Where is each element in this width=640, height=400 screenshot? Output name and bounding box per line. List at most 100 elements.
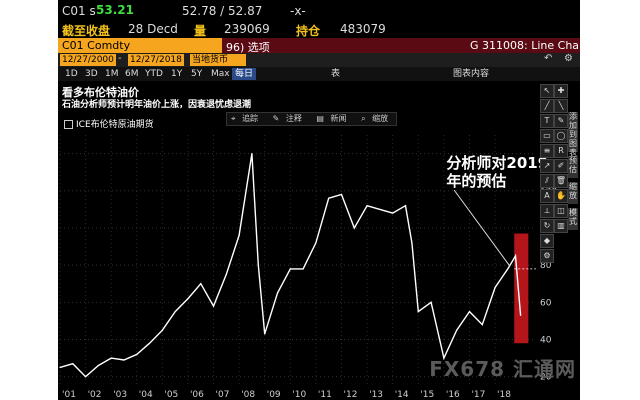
fib-icon[interactable]: ≡	[540, 144, 554, 158]
arrow-icon[interactable]: ↗	[540, 159, 554, 173]
legend-checkbox[interactable]	[64, 120, 73, 129]
data-point	[411, 242, 413, 244]
data-point	[289, 268, 291, 270]
chart-toolbar: ⌖ 追踪 ✎ 注释 ▤ 新闻 ⌕ 缩放	[226, 112, 398, 126]
window-label: G 311008: Line Chart	[470, 39, 580, 52]
annotate-tool[interactable]: ✎ 注释	[269, 114, 310, 123]
period-3d[interactable]: 3D	[85, 69, 98, 79]
tab-mode[interactable]: 模式	[568, 208, 578, 230]
ellipse-icon[interactable]: ◯	[554, 129, 568, 143]
period-max[interactable]: Max	[211, 69, 230, 79]
label-icon[interactable]: A	[540, 189, 554, 203]
eraser-icon[interactable]: ◫	[554, 204, 568, 218]
period-row: 1D 3D 1M 6M YTD 1Y 5Y Max 每日 表 图表内容	[58, 67, 580, 81]
x-tick-label: '17	[471, 390, 485, 400]
data-point	[468, 311, 471, 313]
data-point	[212, 305, 215, 307]
period-1d[interactable]: 1D	[65, 69, 78, 79]
line-tool-icon[interactable]: ╱	[540, 99, 554, 113]
refresh-icon[interactable]: ↻	[540, 219, 554, 233]
data-point	[84, 376, 87, 378]
watermark: FX678 汇通网	[429, 357, 576, 381]
y-tick-label: 40	[540, 336, 552, 346]
track-tool[interactable]: ⌖ 追踪	[227, 114, 266, 123]
period-daily[interactable]: 每日	[232, 68, 257, 80]
measure-icon[interactable]: ⟂	[540, 204, 554, 218]
open-interest-value: 483079	[340, 22, 386, 36]
price-chart: 20406080100120140'01'02'03'04'05'06'07'0…	[59, 135, 557, 400]
crosshair-icon[interactable]: ✚	[554, 84, 568, 98]
news-tool[interactable]: ▤ 新闻	[312, 114, 354, 123]
x-tick-label: '01	[62, 390, 76, 400]
options-menu[interactable]: 96) 选项	[226, 39, 270, 55]
data-point	[123, 359, 125, 361]
period-5y[interactable]: 5Y	[191, 69, 203, 79]
pen-icon[interactable]: ✐	[554, 159, 568, 173]
annotation-text: 分析师对2019	[446, 154, 548, 172]
bid-ask: 52.78 / 52.87	[182, 4, 263, 18]
period-6m[interactable]: 6M	[125, 69, 139, 79]
cursor-icon[interactable]: ↖	[540, 84, 554, 98]
end-date-field[interactable]: 12/27/2018	[128, 54, 184, 66]
options-label: 选项	[247, 41, 270, 54]
tab-estimate[interactable]: 预估	[568, 156, 578, 178]
x-tick-label: '02	[88, 390, 102, 400]
data-point	[340, 193, 343, 196]
text-tool-icon[interactable]: T	[540, 114, 554, 128]
pencil-icon[interactable]: ✎	[554, 114, 568, 128]
x-tick-label: '15	[420, 390, 434, 400]
start-date-field[interactable]: 12/27/2000	[60, 54, 116, 66]
data-point	[507, 268, 509, 270]
change-indicator: -x-	[290, 4, 306, 18]
data-point	[225, 273, 227, 276]
data-point	[200, 283, 202, 285]
data-point	[59, 366, 61, 369]
r-icon[interactable]: R	[554, 144, 568, 158]
close-label: 截至收盘	[62, 24, 111, 38]
gear-icon[interactable]: ⚙	[540, 249, 554, 263]
x-tick-label: '10	[292, 390, 306, 400]
data-point	[366, 205, 368, 207]
last-price: 53.21	[96, 3, 134, 17]
zoom-tool[interactable]: ⌕ 缩放	[357, 114, 396, 123]
data-point	[315, 242, 317, 244]
currency-field[interactable]: 当地货币	[190, 54, 246, 66]
undo-icon[interactable]: ↶	[544, 53, 553, 64]
data-point	[97, 364, 99, 367]
tab-add-to-chart[interactable]: 添加到图表	[568, 112, 578, 157]
delete-icon[interactable]: 🗑	[554, 174, 568, 188]
channel-icon[interactable]: ⫽	[540, 174, 554, 188]
rectangle-icon[interactable]: ▭	[540, 129, 554, 143]
trend-tool-icon[interactable]: ╲	[554, 99, 568, 113]
chart-content-button[interactable]: 图表内容	[453, 69, 490, 79]
y-tick-label: 80	[540, 261, 552, 271]
brush-icon[interactable]: ▥	[554, 219, 568, 233]
estimate-box	[514, 233, 529, 344]
data-point	[257, 264, 259, 266]
color-icon[interactable]: ◆	[540, 234, 554, 248]
period-1y[interactable]: 1Y	[171, 69, 183, 79]
data-point	[520, 314, 522, 316]
data-point	[238, 234, 240, 236]
data-point	[187, 298, 189, 300]
volume-label: 量	[194, 24, 207, 38]
chart-title: 看多布伦特油价	[62, 86, 139, 99]
x-tick-label: '13	[369, 390, 383, 400]
tab-zoom[interactable]: 缩放	[568, 182, 578, 204]
x-tick-label: '04	[139, 390, 153, 400]
security-field[interactable]: C01 Comdty	[58, 38, 222, 53]
table-button[interactable]: 表	[331, 69, 341, 79]
data-point	[264, 333, 266, 335]
period-1m[interactable]: 1M	[105, 69, 119, 79]
annotation-arrow	[453, 189, 510, 266]
period-ytd[interactable]: YTD	[145, 69, 163, 79]
x-tick-label: '11	[318, 390, 332, 400]
data-point	[514, 255, 517, 257]
settings-icon[interactable]: ⚙	[564, 53, 573, 64]
data-point	[494, 286, 496, 289]
legend: ICE布伦特原油期货	[64, 117, 154, 130]
hand-icon[interactable]: ✋	[554, 189, 568, 203]
data-point	[148, 342, 151, 344]
x-tick-label: '12	[344, 390, 358, 400]
x-tick-label: '14	[395, 390, 409, 400]
